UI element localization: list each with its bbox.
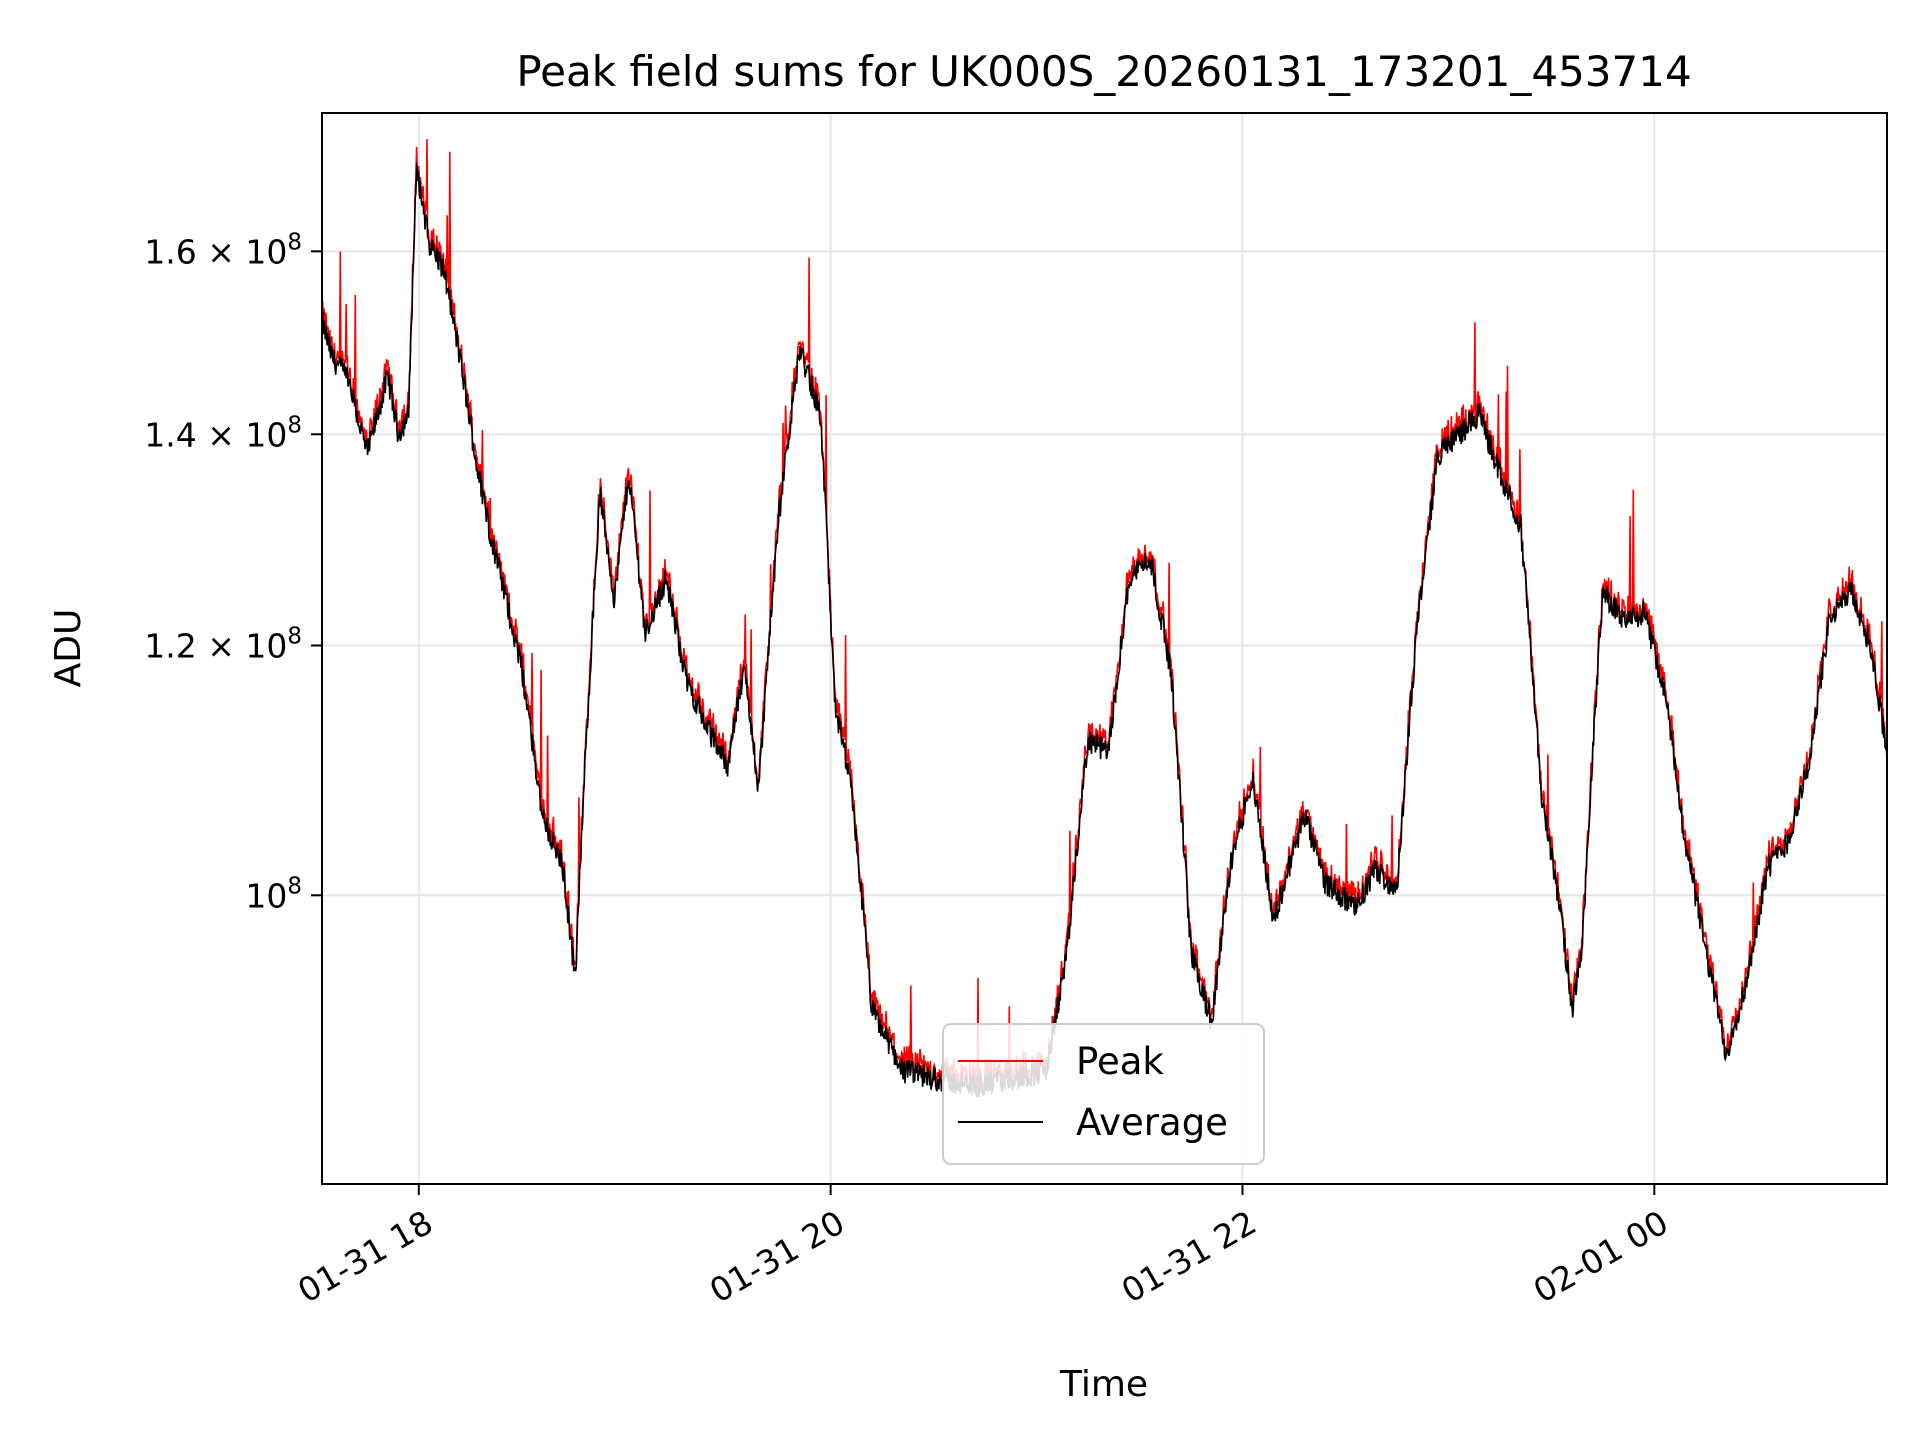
- x-axis-label: Time: [1059, 1364, 1148, 1405]
- legend-box: [942, 1023, 1265, 1165]
- y-tick-label: 1.4 × 108: [144, 412, 302, 454]
- legend-peak-label: Peak: [1076, 1040, 1164, 1083]
- y-axis-label: ADU: [48, 609, 89, 688]
- y-tick-label: 1.2 × 108: [144, 623, 302, 665]
- legend-average-label: Average: [1076, 1101, 1228, 1144]
- y-tick-label: 1.6 × 108: [144, 229, 302, 271]
- y-tick-label: 108: [245, 873, 302, 915]
- plot-frame: [321, 112, 1888, 1185]
- legend: Peak Average: [942, 1023, 1265, 1165]
- grid: [322, 113, 1887, 1184]
- chart-title: Peak field sums for UK000S_20260131_1732…: [516, 47, 1691, 96]
- series-layer: [321, 139, 1888, 1098]
- series-line-average: [321, 162, 1888, 1098]
